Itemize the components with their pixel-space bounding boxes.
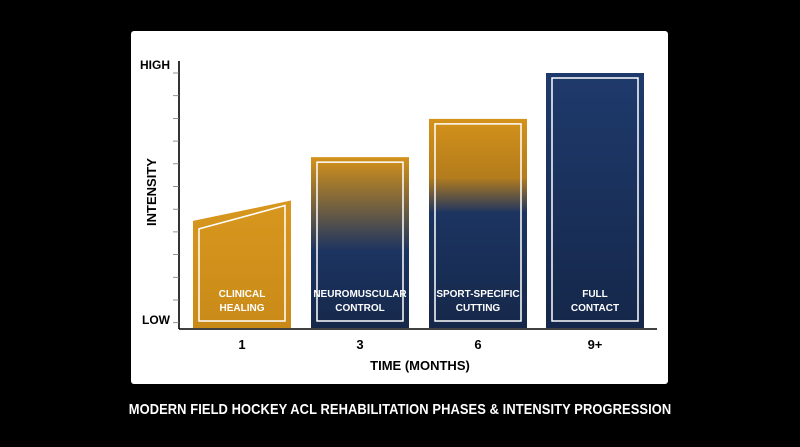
bar-label-line: NEUROMUSCULAR — [313, 289, 407, 300]
y-axis-label: INTENSITY — [144, 158, 159, 226]
bar-phase-4: FULL CONTACT — [546, 73, 644, 328]
x-axis-label: TIME (MONTHS) — [370, 358, 470, 373]
y-minor-ticks — [173, 72, 179, 324]
bar-inner-outline — [198, 204, 286, 322]
bar-inner-outline — [551, 77, 639, 322]
x-tick-label: 1 — [238, 337, 245, 352]
bar-label-line: SPORT-SPECIFIC — [436, 289, 519, 300]
bar-shape — [546, 73, 644, 328]
intensity-chart: CLINICAL HEALING NEUROMUSCULAR CONTROL SPORT… — [140, 58, 657, 373]
y-tick-label-high: HIGH — [140, 58, 170, 72]
bar-label-line: CLINICAL — [219, 289, 266, 300]
x-tick-label: 6 — [474, 337, 481, 352]
bar-label-line: FULL — [582, 289, 608, 300]
y-tick-label-low: LOW — [142, 313, 171, 327]
bar-phase-3: SPORT-SPECIFIC CUTTING — [429, 118, 527, 329]
bar-label-line: CONTROL — [335, 303, 384, 314]
x-tick-labels: 1 3 6 9+ — [238, 337, 602, 352]
bars-group: CLINICAL HEALING NEUROMUSCULAR CONTROL SPORT… — [193, 73, 644, 329]
bar-shape — [311, 157, 409, 328]
bar-label-line: CUTTING — [456, 303, 501, 314]
chart-caption: MODERN FIELD HOCKEY ACL REHABILITATION P… — [128, 401, 672, 418]
bar-label-line: HEALING — [220, 303, 265, 314]
bar-phase-1: CLINICAL HEALING — [193, 200, 291, 328]
bar-shape — [193, 200, 291, 328]
bar-shape — [429, 118, 527, 329]
x-tick-label: 3 — [356, 337, 363, 352]
bar-inner-outline — [316, 161, 404, 322]
x-tick-label: 9+ — [588, 337, 603, 352]
bar-phase-2: NEUROMUSCULAR CONTROL — [311, 157, 409, 328]
bar-inner-outline — [434, 123, 522, 322]
chart-card: CLINICAL HEALING NEUROMUSCULAR CONTROL SPORT… — [131, 31, 668, 384]
bar-label-line: CONTACT — [571, 303, 619, 314]
